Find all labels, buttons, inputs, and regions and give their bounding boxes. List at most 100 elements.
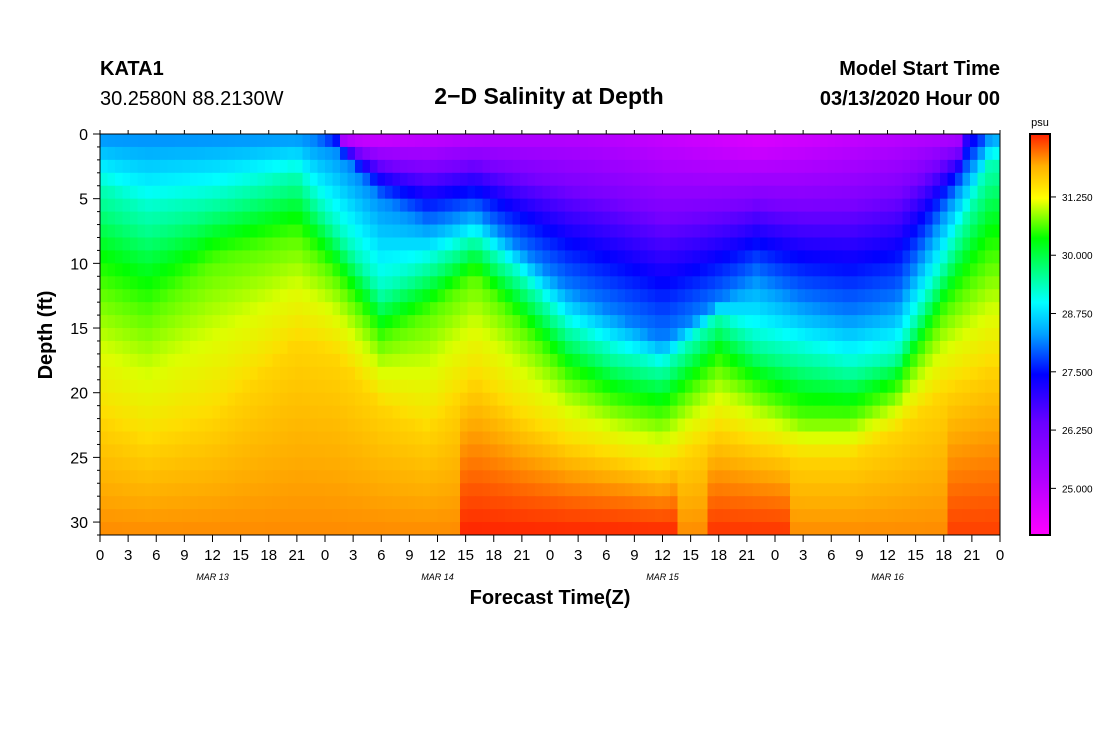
heatmap-cell (182, 211, 191, 226)
heatmap-cell (865, 496, 874, 510)
heatmap-cell (580, 328, 589, 342)
heatmap-cell (355, 211, 364, 226)
heatmap-cell (295, 470, 304, 484)
heatmap-cell (242, 470, 251, 484)
heatmap-cell (737, 172, 746, 187)
heatmap-cell (970, 444, 979, 458)
heatmap-cell (400, 289, 409, 303)
y-axis-label: Depth (ft) (35, 291, 57, 380)
heatmap-cell (115, 457, 124, 471)
heatmap-cell (310, 237, 319, 252)
heatmap-cell (767, 457, 776, 471)
heatmap-cell (662, 185, 671, 200)
heatmap-cell (460, 431, 469, 446)
heatmap-cell (227, 483, 236, 497)
heatmap-cell (790, 431, 799, 446)
heatmap-cell (677, 353, 686, 368)
heatmap-cell (490, 431, 499, 446)
heatmap-cell (610, 315, 619, 329)
heatmap-cell (115, 483, 124, 497)
heatmap-cell (962, 302, 971, 316)
heatmap-cell (955, 457, 964, 471)
heatmap-cell (962, 379, 971, 394)
heatmap-cell (242, 237, 251, 252)
heatmap-cell (865, 328, 874, 342)
heatmap-cell (902, 418, 911, 433)
heatmap-cell (542, 134, 551, 148)
heatmap-cell (655, 159, 664, 174)
heatmap-cell (827, 276, 836, 290)
heatmap-cell (415, 496, 424, 510)
heatmap-cell (535, 185, 544, 200)
heatmap-cell (895, 483, 904, 497)
heatmap-cell (482, 315, 491, 329)
heatmap-cell (752, 522, 761, 535)
heatmap-cell (385, 431, 394, 446)
heatmap-cell (970, 302, 979, 316)
heatmap-cell (542, 237, 551, 252)
heatmap-cell (452, 302, 461, 316)
heatmap-cell (287, 483, 296, 497)
heatmap-cell (625, 302, 634, 316)
heatmap-cell (242, 198, 251, 213)
heatmap-cell (227, 276, 236, 290)
heatmap-cell (587, 340, 596, 355)
heatmap-cell (122, 392, 131, 407)
heatmap-cell (160, 392, 169, 407)
heatmap-cell (662, 224, 671, 239)
heatmap-cell (527, 444, 536, 458)
heatmap-cell (917, 302, 926, 316)
heatmap-cell (190, 250, 199, 264)
heatmap-cell (865, 483, 874, 497)
heatmap-cell (985, 379, 994, 394)
heatmap-cell (865, 263, 874, 277)
heatmap-cell (550, 444, 559, 458)
heatmap-cell (167, 146, 176, 161)
heatmap-cell (610, 392, 619, 407)
heatmap-cell (715, 185, 724, 200)
heatmap-cell (182, 302, 191, 316)
heatmap-cell (670, 431, 679, 446)
heatmap-cell (647, 134, 656, 148)
heatmap-cell (745, 496, 754, 510)
heatmap-cell (752, 315, 761, 329)
heatmap-cell (572, 224, 581, 239)
heatmap-cell (362, 431, 371, 446)
heatmap-cell (385, 379, 394, 394)
heatmap-cell (992, 134, 1000, 148)
heatmap-cell (167, 522, 176, 535)
heatmap-cell (640, 509, 649, 523)
heatmap-cell (565, 353, 574, 368)
heatmap-cell (812, 276, 821, 290)
heatmap-cell (662, 276, 671, 290)
heatmap-cell (160, 185, 169, 200)
heatmap-cell (820, 146, 829, 161)
heatmap-cell (557, 457, 566, 471)
heatmap-cell (745, 134, 754, 148)
heatmap-cell (872, 328, 881, 342)
heatmap-cell (235, 263, 244, 277)
heatmap-cell (947, 457, 956, 471)
heatmap-cell (692, 340, 701, 355)
heatmap-cell (272, 457, 281, 471)
heatmap-cell (580, 470, 589, 484)
heatmap-cell (482, 276, 491, 290)
heatmap-cell (947, 509, 956, 523)
heatmap-cell (925, 134, 934, 148)
heatmap-cell (550, 315, 559, 329)
heatmap-cell (565, 263, 574, 277)
heatmap-cell (392, 483, 401, 497)
heatmap-cell (655, 431, 664, 446)
heatmap-cell (902, 483, 911, 497)
heatmap-cell (722, 379, 731, 394)
heatmap-cell (317, 392, 326, 407)
heatmap-cell (550, 353, 559, 368)
heatmap-cell (152, 328, 161, 342)
heatmap-cell (722, 289, 731, 303)
heatmap-cell (977, 496, 986, 510)
heatmap-cell (182, 405, 191, 420)
heatmap-cell (602, 172, 611, 187)
heatmap-cell (392, 522, 401, 535)
heatmap-cell (985, 146, 994, 161)
heatmap-cell (475, 522, 484, 535)
